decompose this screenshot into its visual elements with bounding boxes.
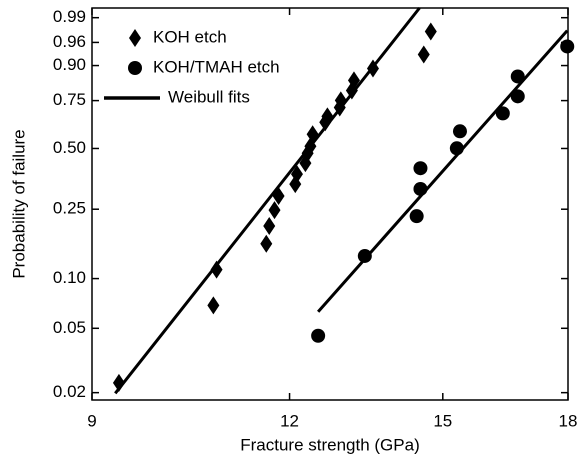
- diamond-point: [207, 296, 220, 315]
- circle-point: [510, 69, 525, 84]
- x-tick-label: 9: [87, 411, 96, 430]
- y-tick-label: 0.10: [53, 268, 86, 287]
- diamond-point: [417, 45, 430, 64]
- circle-point: [495, 106, 510, 121]
- y-tick-label: 0.99: [53, 7, 86, 26]
- diamond-point: [268, 201, 281, 220]
- y-tick-label: 0.50: [53, 138, 86, 157]
- circle-point: [452, 124, 467, 139]
- diamond-point: [260, 234, 273, 253]
- y-tick-label: 0.90: [53, 55, 86, 74]
- y-tick-label: 0.96: [53, 32, 86, 51]
- x-tick-label: 18: [559, 411, 578, 430]
- circle-point: [409, 209, 424, 224]
- x-tick-label: 12: [280, 411, 299, 430]
- circle-point: [510, 89, 525, 104]
- circle-point: [413, 161, 428, 176]
- y-tick-label: 0.02: [53, 382, 86, 401]
- legend-label: KOH etch: [153, 27, 227, 46]
- diamond-point: [112, 373, 125, 392]
- fit-line: [114, 7, 569, 395]
- legend-label: Weibull fits: [168, 87, 250, 106]
- diamond-point: [424, 22, 437, 41]
- circle-point: [311, 328, 326, 343]
- y-tick-label: 0.25: [53, 199, 86, 218]
- legend-marker: [129, 29, 141, 47]
- legend-marker: [128, 61, 142, 75]
- x-axis-label: Fracture strength (GPa): [240, 435, 420, 454]
- legend-label: KOH/TMAH etch: [153, 57, 280, 76]
- y-tick-label: 0.05: [53, 318, 86, 337]
- diamond-point: [210, 260, 223, 279]
- plot-frame: [91, 7, 569, 401]
- y-tick-label: 0.75: [53, 90, 86, 109]
- diamond-point: [263, 216, 276, 235]
- diamond-point: [290, 165, 303, 184]
- x-tick-label: 15: [433, 411, 452, 430]
- circle-point: [357, 248, 372, 263]
- circle-point: [560, 39, 575, 54]
- y-axis-label: Probability of failure: [9, 129, 28, 278]
